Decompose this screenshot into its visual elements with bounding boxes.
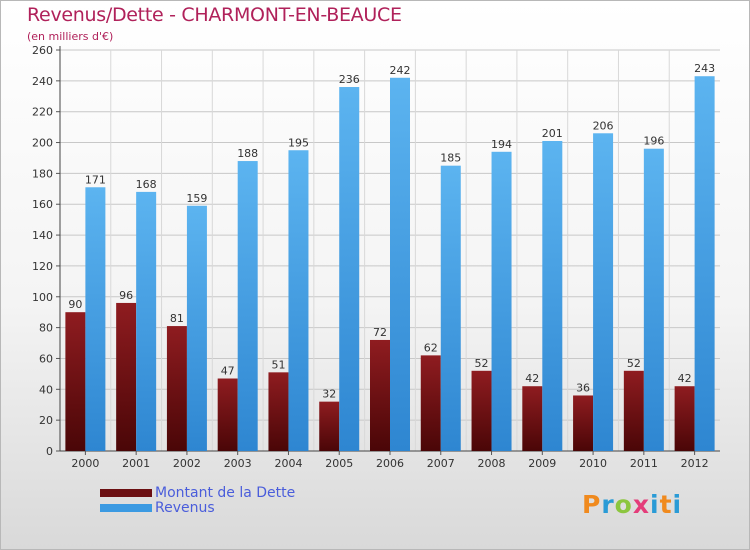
data-label-revenus: 188: [237, 147, 258, 160]
y-tick-label: 240: [32, 75, 53, 88]
x-tick-label: 2012: [681, 457, 709, 470]
data-label-debt: 42: [678, 372, 692, 385]
y-tick-label: 80: [39, 322, 53, 335]
bar-revenus: [136, 191, 157, 451]
data-label-debt: 72: [373, 326, 387, 339]
legend-swatch-debt: [100, 489, 152, 497]
bar-revenus: [85, 187, 106, 451]
data-label-revenus: 171: [85, 173, 106, 186]
x-tick-label: 2009: [528, 457, 556, 470]
bar-revenus: [339, 87, 360, 451]
x-tick-label: 2002: [173, 457, 201, 470]
y-tick-label: 20: [39, 414, 53, 427]
bar-debt: [370, 339, 390, 451]
bar-revenus: [186, 205, 207, 451]
chart-subtitle: (en milliers d'€): [27, 30, 114, 43]
x-tick-label: 2006: [376, 457, 404, 470]
x-tick-label: 2007: [427, 457, 455, 470]
y-tick-label: 140: [32, 229, 53, 242]
bar-debt: [217, 378, 238, 451]
bar-debt: [65, 312, 86, 451]
y-tick-label: 40: [39, 383, 53, 396]
bar-debt: [522, 386, 543, 451]
data-label-debt: 52: [627, 357, 641, 370]
x-tick-label: 2005: [325, 457, 353, 470]
data-label-revenus: 201: [542, 127, 563, 140]
y-tick-label: 60: [39, 352, 53, 365]
bar-revenus: [593, 133, 614, 452]
x-tick-label: 2010: [579, 457, 607, 470]
data-label-debt: 52: [475, 357, 489, 370]
data-label-debt: 51: [271, 358, 285, 371]
bar-debt: [166, 326, 187, 451]
data-label-debt: 62: [424, 341, 438, 354]
data-label-revenus: 243: [694, 62, 715, 75]
data-label-debt: 47: [221, 365, 235, 378]
x-tick-label: 2003: [224, 457, 252, 470]
data-label-revenus: 196: [643, 135, 664, 148]
data-label-debt: 36: [576, 381, 590, 394]
y-tick-label: 220: [32, 106, 53, 119]
y-tick-label: 120: [32, 260, 53, 273]
x-tick-label: 2004: [274, 457, 302, 470]
data-label-revenus: 242: [390, 64, 411, 77]
data-label-debt: 42: [525, 372, 539, 385]
bar-debt: [319, 401, 340, 451]
y-tick-label: 160: [32, 198, 53, 211]
data-labels: 90 171 96 168 81 159 47 188 51 195 32 236 72 242 62 185…: [68, 62, 715, 400]
data-label-revenus: 236: [339, 73, 360, 86]
y-tick-label: 260: [32, 44, 53, 57]
x-tick-label: 2011: [630, 457, 658, 470]
bar-debt: [623, 370, 644, 451]
data-label-debt: 81: [170, 312, 184, 325]
bar-revenus: [440, 165, 461, 451]
data-label-revenus: 206: [593, 119, 614, 132]
legend-swatch-revenus: [100, 504, 152, 512]
data-label-revenus: 168: [136, 178, 157, 191]
proxiti-logo: Proxiti: [582, 490, 683, 519]
y-tick-label: 180: [32, 167, 53, 180]
bars: [65, 76, 715, 452]
bar-revenus: [694, 76, 715, 451]
bar-revenus: [542, 140, 563, 451]
data-label-debt: 90: [68, 298, 82, 311]
data-label-revenus: 195: [288, 136, 309, 149]
legend-label-revenus: Revenus: [155, 500, 215, 516]
y-tick-label: 100: [32, 291, 53, 304]
bar-debt: [471, 370, 492, 451]
data-label-revenus: 159: [186, 192, 207, 205]
x-tick-label: 2008: [478, 457, 506, 470]
x-tick-label: 2000: [71, 457, 99, 470]
axes: 0 20 40 60 80 100 120 140 160 180 200 220 240 260 2000…: [32, 44, 720, 470]
bar-debt: [420, 355, 441, 451]
bar-debt: [268, 372, 289, 451]
bar-revenus: [288, 150, 309, 451]
data-label-debt: 32: [322, 388, 336, 401]
data-label-debt: 96: [119, 289, 133, 302]
bar-debt: [674, 386, 695, 451]
y-tick-label: 200: [32, 137, 53, 150]
chart-title: Revenus/Dette - CHARMONT-EN-BEAUCE: [27, 4, 402, 26]
bar-debt: [116, 302, 137, 451]
data-label-revenus: 185: [440, 152, 461, 165]
bar-revenus: [491, 151, 512, 452]
bar-revenus: [643, 148, 664, 451]
y-tick-label: 0: [46, 445, 53, 458]
bar-revenus: [390, 77, 410, 451]
bar-debt: [573, 395, 594, 451]
data-label-revenus: 194: [491, 138, 512, 151]
x-tick-label: 2001: [122, 457, 150, 470]
bar-revenus: [237, 161, 258, 452]
legend-label-debt: Montant de la Dette: [155, 485, 296, 501]
